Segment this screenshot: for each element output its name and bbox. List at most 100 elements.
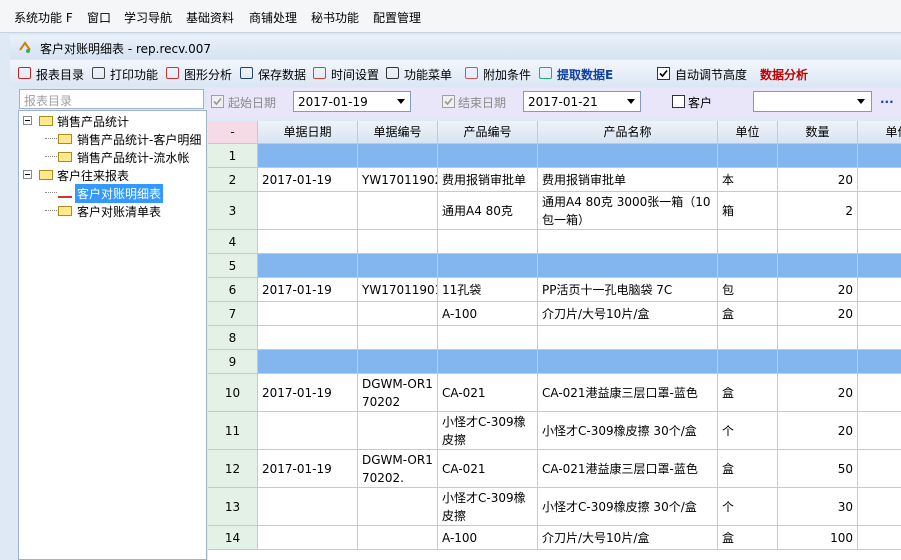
toolbar-button[interactable]: 图形分析 [184, 68, 233, 82]
column-header[interactable]: 数量 [778, 121, 858, 144]
cell[interactable]: 小怪才C-309橡皮擦 30个/盒 [538, 488, 718, 526]
row-header[interactable]: 7 [208, 302, 258, 326]
cell[interactable] [358, 350, 438, 374]
cell[interactable]: 介刀片/大号10片/盒 [538, 526, 718, 550]
cell[interactable] [538, 230, 718, 254]
column-header[interactable]: - [208, 121, 258, 144]
cell[interactable] [538, 144, 718, 168]
cell[interactable] [258, 230, 358, 254]
cell[interactable] [258, 526, 358, 550]
cell[interactable]: 个 [718, 412, 778, 450]
cell[interactable]: 2017-01-19 [258, 278, 358, 302]
checkbox[interactable] [442, 95, 455, 108]
cell[interactable] [358, 192, 438, 230]
dropdown-arrow[interactable] [627, 99, 635, 104]
cell[interactable] [858, 302, 901, 326]
cell[interactable] [858, 278, 901, 302]
cell[interactable] [858, 488, 901, 526]
column-header[interactable]: 单据日期 [258, 121, 358, 144]
cell[interactable]: DGWM-OR170202. [358, 450, 438, 488]
row-header[interactable]: 8 [208, 326, 258, 350]
row-header[interactable]: 2 [208, 168, 258, 192]
row-header[interactable]: 4 [208, 230, 258, 254]
toolbar-button[interactable]: 时间设置 [331, 68, 380, 82]
cell[interactable] [718, 326, 778, 350]
tree-node[interactable]: 销售产品统计-流水帐 [77, 151, 190, 165]
cell[interactable] [258, 350, 358, 374]
cell[interactable] [258, 326, 358, 350]
toolbar-button[interactable]: 保存数据 [258, 68, 307, 82]
cell[interactable]: CA-021港益康三层口罩-蓝色 [538, 450, 718, 488]
tree-node[interactable]: 销售产品统计 [57, 115, 130, 129]
cell[interactable]: DGWM-OR170202 [358, 374, 438, 412]
cell[interactable]: YW17011902 [358, 168, 438, 192]
cell[interactable]: 100 [778, 526, 858, 550]
cell[interactable] [438, 230, 538, 254]
cell[interactable] [858, 412, 901, 450]
cell[interactable]: CA-021港益康三层口罩-蓝色 [538, 374, 718, 412]
cell[interactable] [858, 526, 901, 550]
checkbox[interactable] [672, 95, 685, 108]
cell[interactable] [718, 144, 778, 168]
cell[interactable]: 20 [778, 374, 858, 412]
tree-node[interactable]: 客户对账清单表 [77, 205, 162, 219]
cell[interactable] [718, 350, 778, 374]
date-combo[interactable]: 2017-01-19 [293, 91, 411, 112]
cell[interactable] [358, 254, 438, 278]
cell[interactable]: YW17011901 [358, 278, 438, 302]
menu-item[interactable]: 基础资料 [186, 11, 235, 25]
cell[interactable]: 盒 [718, 450, 778, 488]
analysis-button[interactable]: 数据分析 [760, 68, 809, 82]
cell[interactable] [258, 254, 358, 278]
cell[interactable]: 盒 [718, 374, 778, 412]
cell[interactable] [858, 144, 901, 168]
cell[interactable]: 小怪才C-309橡皮擦 30个/盒 [538, 412, 718, 450]
cell[interactable]: 20 [778, 302, 858, 326]
cell[interactable] [358, 302, 438, 326]
cell[interactable]: 包 [718, 278, 778, 302]
cell[interactable]: 介刀片/大号10片/盒 [538, 302, 718, 326]
cell[interactable] [438, 350, 538, 374]
cell[interactable]: 个 [718, 488, 778, 526]
date-combo[interactable]: 2017-01-21 [523, 91, 641, 112]
menu-item[interactable]: 配置管理 [373, 11, 422, 25]
cell[interactable]: 小怪才C-309橡皮擦 [438, 412, 538, 450]
cell[interactable]: 20 [778, 168, 858, 192]
column-header[interactable]: 单据编号 [358, 121, 438, 144]
cell[interactable] [438, 326, 538, 350]
cell[interactable]: A-100 [438, 302, 538, 326]
cell[interactable] [258, 488, 358, 526]
toolbar-button[interactable]: 报表目录 [36, 68, 85, 82]
cell[interactable] [718, 230, 778, 254]
cell[interactable]: 盒 [718, 526, 778, 550]
cell[interactable]: 50 [778, 450, 858, 488]
row-header[interactable]: 5 [208, 254, 258, 278]
cell[interactable] [358, 488, 438, 526]
dropdown-arrow[interactable] [857, 99, 865, 104]
cell[interactable] [438, 254, 538, 278]
cell[interactable] [778, 230, 858, 254]
cell[interactable]: 30 [778, 488, 858, 526]
cell[interactable]: 20 [778, 278, 858, 302]
row-header[interactable]: 12 [208, 450, 258, 488]
cell[interactable] [358, 230, 438, 254]
cell[interactable] [258, 302, 358, 326]
column-header[interactable]: 产品编号 [438, 121, 538, 144]
tree-node[interactable]: 客户对账明细表 [75, 184, 164, 203]
cell[interactable] [538, 326, 718, 350]
cell[interactable] [538, 350, 718, 374]
cell[interactable] [858, 350, 901, 374]
filter-label[interactable]: 客户 [688, 96, 713, 110]
menu-item[interactable]: 窗口 [87, 11, 112, 25]
cell[interactable] [258, 144, 358, 168]
customer-combo[interactable] [753, 91, 872, 112]
cell[interactable]: A-100 [438, 526, 538, 550]
row-header[interactable]: 11 [208, 412, 258, 450]
toolbar-button[interactable]: 提取数据E [557, 68, 614, 82]
row-header[interactable]: 9 [208, 350, 258, 374]
cell[interactable]: 2017-01-19 [258, 374, 358, 412]
cell[interactable] [438, 144, 538, 168]
cell[interactable] [778, 350, 858, 374]
cell[interactable] [358, 144, 438, 168]
more-button[interactable]: ... [880, 92, 894, 106]
